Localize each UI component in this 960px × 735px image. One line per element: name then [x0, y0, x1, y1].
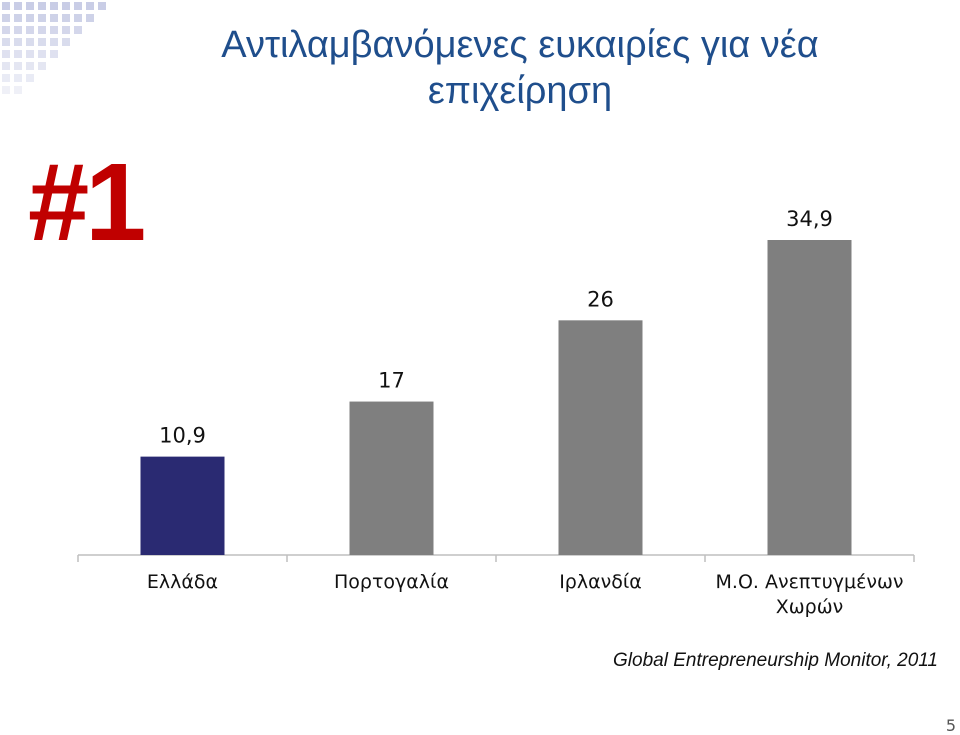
decorative-dot — [26, 14, 34, 22]
decorative-dot — [38, 62, 46, 70]
decorative-dot — [38, 38, 46, 46]
decorative-dot — [14, 2, 22, 10]
decorative-dot — [26, 50, 34, 58]
decorative-dot — [26, 74, 34, 82]
bar-value-label: 26 — [587, 287, 614, 311]
bar — [140, 456, 225, 555]
decorative-dot — [2, 74, 10, 82]
decorative-dot — [14, 26, 22, 34]
decorative-dot — [2, 38, 10, 46]
decorative-dot — [2, 14, 10, 22]
x-tick-label: Χωρών — [776, 596, 844, 618]
decorative-dot — [50, 50, 58, 58]
decorative-dot — [26, 62, 34, 70]
bar — [349, 401, 434, 555]
x-tick-label: Ελλάδα — [147, 571, 218, 593]
decorative-dot — [26, 2, 34, 10]
decorative-dot — [74, 26, 82, 34]
decorative-dot — [14, 86, 22, 94]
decorative-dot — [38, 26, 46, 34]
decorative-dot — [14, 74, 22, 82]
decorative-dot — [26, 26, 34, 34]
decorative-dot — [2, 86, 10, 94]
decorative-dot — [50, 26, 58, 34]
decorative-dot — [2, 2, 10, 10]
x-tick-label: Πορτογαλία — [334, 571, 449, 593]
decorative-dot — [38, 2, 46, 10]
decorative-dot — [38, 50, 46, 58]
decorative-dot — [86, 14, 94, 22]
decorative-dot — [14, 14, 22, 22]
bar — [558, 320, 643, 555]
x-tick-label: Ιρλανδία — [559, 571, 642, 593]
bar — [767, 240, 852, 555]
decorative-dot — [2, 62, 10, 70]
decorative-dot — [62, 2, 70, 10]
bar-value-label: 17 — [378, 369, 405, 393]
decorative-dot — [2, 50, 10, 58]
decorative-dot — [14, 50, 22, 58]
decorative-dot — [26, 38, 34, 46]
decorative-dot — [98, 2, 106, 10]
decorative-dot — [74, 2, 82, 10]
decorative-dot — [86, 2, 94, 10]
decorative-dot — [50, 14, 58, 22]
decorative-dot — [50, 2, 58, 10]
decorative-dot — [38, 14, 46, 22]
source-citation: Global Entrepreneurship Monitor, 2011 — [613, 650, 938, 671]
decorative-dot — [62, 26, 70, 34]
rank-label: #1 — [28, 141, 146, 264]
x-tick-label: Μ.Ο. Ανεπτυγμένων — [716, 571, 904, 593]
decorative-dot — [74, 14, 82, 22]
decorative-dot — [14, 62, 22, 70]
bar-chart: 10,9 Ελλάδα 17 Πορτογαλία 26 Ιρλανδία 34,9 Μ.Ο.… — [77, 207, 915, 618]
bar-value-label: 34,9 — [786, 207, 833, 231]
decorative-dot — [62, 14, 70, 22]
decorative-dot — [14, 38, 22, 46]
decorative-dot — [62, 38, 70, 46]
decorative-dot — [2, 26, 10, 34]
bar-value-label: 10,9 — [159, 424, 206, 448]
slide-title: Αντιλαμβανόμενες ευκαιρίες για νέα επιχε… — [221, 24, 819, 112]
page-number: 5 — [945, 716, 956, 735]
decorative-dot — [50, 38, 58, 46]
